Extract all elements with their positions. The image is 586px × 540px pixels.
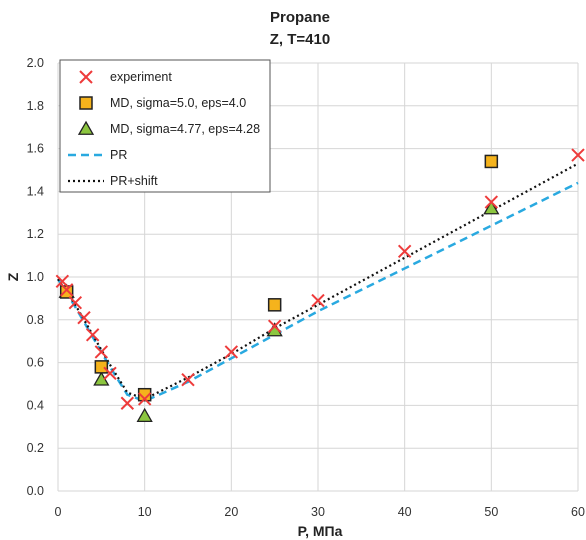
md-sigma-5-point: [59, 285, 74, 299]
legend-box: [59, 59, 271, 193]
experiment-point: [224, 345, 239, 359]
experiment-point: [137, 392, 152, 406]
experiment-point: [311, 293, 325, 308]
y-axis-label: Z: [5, 272, 21, 281]
experiment-point: [59, 283, 74, 297]
legend-label: experiment: [110, 70, 172, 84]
pr-line: [56, 181, 579, 403]
legend-square-marker: [79, 96, 93, 110]
x-tick-label: 0: [55, 505, 62, 519]
legend-label: MD, sigma=4.77, eps=4.28: [110, 122, 260, 136]
md-sigma-5-point: [267, 298, 282, 312]
experiment-point: [181, 373, 195, 387]
x-tick-label: 20: [224, 505, 238, 519]
y-tick-label: 1.8: [27, 99, 44, 113]
x-axis-label: P, МПа: [298, 523, 343, 539]
md-sigma-4.77-point: [136, 407, 153, 423]
x-tick-label: 10: [138, 505, 152, 519]
legend-triangle-marker: [77, 120, 95, 135]
y-tick-label: 1.0: [27, 270, 44, 284]
plot-area: [55, 148, 585, 423]
x-tick-label: 40: [398, 505, 412, 519]
axis-ticks: 0.0 0.2 0.4 0.6 0.8 1.0 1.2 1.4 1.6 1.8 2.0 0 10 20 30…: [27, 56, 585, 519]
md-sigma-5-point: [137, 387, 152, 402]
experiment-point: [68, 295, 83, 310]
legend-label: PR+shift: [110, 174, 158, 188]
y-tick-label: 1.6: [27, 142, 44, 156]
x-tick-label: 50: [484, 505, 498, 519]
y-tick-label: 0.2: [27, 441, 44, 455]
y-tick-label: 0.4: [27, 398, 44, 412]
y-tick-label: 1.4: [27, 184, 44, 198]
legend-label: PR: [110, 148, 127, 162]
experiment-point: [120, 396, 135, 410]
md-sigma-4.77-point: [483, 200, 500, 215]
experiment-point: [79, 70, 93, 84]
experiment-point: [267, 319, 282, 333]
y-tick-label: 0.0: [27, 484, 44, 498]
legend-label: MD, sigma=5.0, eps=4.0: [110, 96, 246, 110]
experiment-point: [484, 195, 499, 209]
experiment-point: [55, 274, 70, 288]
y-tick-label: 2.0: [27, 56, 44, 70]
legend: experiment MD, sigma=5.0, eps=4.0 MD, sigm…: [59, 59, 271, 193]
experiment-point: [103, 366, 117, 381]
experiment-point: [85, 328, 100, 342]
experiment-point: [397, 244, 412, 259]
md-sigma-5-point: [484, 154, 499, 169]
x-tick-label: 30: [311, 505, 325, 519]
experiment-point: [77, 310, 91, 325]
chart-title: Propane: [270, 9, 330, 26]
chart-subtitle: Z, T=410: [270, 31, 330, 48]
experiment-point: [571, 148, 585, 162]
y-tick-label: 0.8: [27, 313, 44, 327]
y-tick-label: 1.2: [27, 227, 44, 241]
md-sigma-5-point: [94, 360, 109, 374]
md-sigma-4.77-point: [93, 371, 110, 386]
y-tick-label: 0.6: [27, 356, 44, 370]
experiment-point: [94, 345, 109, 359]
x-tick-label: 60: [571, 505, 585, 519]
